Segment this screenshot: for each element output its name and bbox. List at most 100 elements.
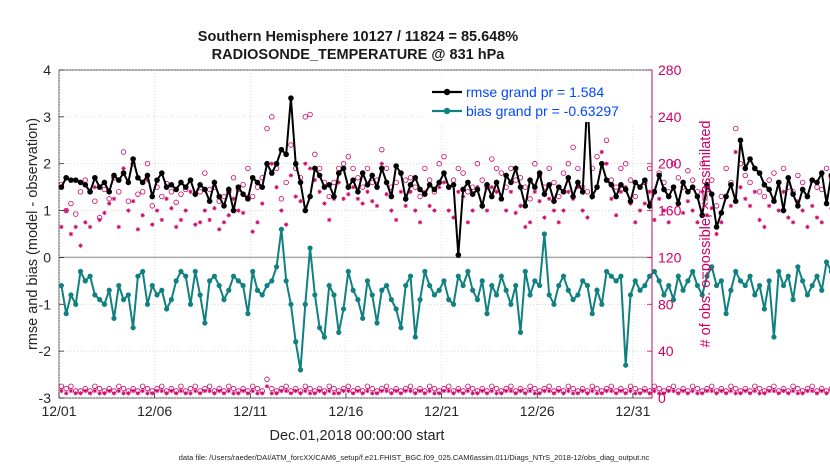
rmse-point	[493, 179, 500, 186]
obs-assimilated-bottom-point	[456, 388, 461, 394]
obs-assimilated-point	[59, 224, 64, 230]
obs-possible-point	[264, 125, 270, 132]
bias-point	[369, 292, 375, 298]
obs-assimilated-stroke	[786, 391, 791, 396]
obs-assimilated-point	[236, 208, 241, 213]
obs-assimilated-bottom-point	[245, 391, 251, 396]
obs-assimilated-point	[83, 220, 88, 225]
obs-assimilated-stroke	[198, 391, 202, 396]
obs-assimilated-bottom-point	[107, 388, 112, 394]
obs-assimilated-stroke	[107, 389, 112, 393]
obs-assimilated-stroke	[619, 389, 623, 393]
obs-possible-point	[168, 189, 175, 195]
rmse-point	[369, 172, 376, 179]
obs-assimilated-bottom-point	[460, 391, 466, 396]
obs-assimilated-bottom-point	[537, 391, 542, 396]
obs-assimilated-stroke	[437, 185, 442, 189]
bias-point	[278, 226, 284, 232]
obs-assimilated-stroke	[78, 243, 83, 248]
bias-point	[345, 268, 351, 275]
obs-assimilated-point	[518, 203, 523, 209]
obs-assimilated-point	[365, 189, 370, 195]
rmse-point	[618, 182, 624, 188]
bias-point	[202, 320, 208, 326]
obs-assimilated-stroke	[652, 389, 657, 393]
obs-possible-point	[77, 189, 84, 195]
bias-point	[737, 278, 744, 284]
bias-point	[713, 282, 720, 289]
obs-assimilated-point	[613, 213, 619, 218]
rmse-series	[58, 95, 830, 258]
obs-possible-bottom-point	[589, 383, 595, 389]
obs-assimilated-stroke	[169, 389, 174, 393]
obs-assimilated-point	[465, 220, 471, 225]
obs-assimilated-bottom-point	[436, 391, 442, 396]
obs-assimilated-bottom-point	[121, 391, 126, 396]
obs-assimilated-stroke	[327, 389, 332, 393]
bias-point	[757, 282, 763, 289]
obs-assimilated-point	[757, 217, 762, 223]
obs-assimilated-stroke	[365, 389, 370, 393]
bias-point	[125, 292, 131, 298]
rmse-point	[555, 184, 562, 190]
obs-assimilated-bottom-point	[575, 391, 581, 396]
obs-assimilated-stroke	[643, 389, 647, 393]
bias-point	[575, 292, 581, 298]
obs-possible-bottom-point	[254, 385, 261, 392]
bias-point	[288, 301, 294, 307]
obs-assimilated-stroke	[408, 190, 413, 194]
obs-assimilated-stroke	[623, 391, 628, 396]
obs-assimilated-point	[279, 208, 284, 213]
bias-point	[580, 278, 586, 284]
obs-assimilated-stroke	[351, 391, 355, 396]
obs-assimilated-point	[188, 189, 193, 195]
obs-assimilated-point	[207, 217, 212, 223]
obs-possible-point	[345, 153, 352, 160]
obs-possible-bottom-point	[283, 383, 289, 389]
obs-possible-point	[627, 177, 634, 183]
obs-assimilated-bottom-point	[805, 388, 810, 394]
rmse-point	[120, 170, 127, 176]
obs-assimilated-stroke	[308, 391, 312, 396]
obs-assimilated-stroke	[791, 220, 795, 225]
obs-assimilated-stroke	[317, 389, 322, 393]
obs-assimilated-stroke	[394, 218, 398, 222]
bias-point	[101, 301, 108, 307]
obs-possible-point	[527, 196, 533, 202]
obs-assimilated-stroke	[513, 391, 518, 396]
rmse-point	[670, 184, 677, 190]
obs-assimilated-point	[130, 199, 136, 204]
obs-assimilated-bottom-point	[221, 391, 227, 396]
legend-bias-marker	[443, 107, 451, 115]
bias-point	[814, 273, 820, 279]
obs-possible-bottom-point	[546, 383, 552, 389]
bias-point	[173, 278, 179, 284]
obs-assimilated-stroke	[757, 218, 762, 222]
obs-assimilated-stroke	[791, 389, 795, 393]
obs-assimilated-bottom-point	[116, 388, 121, 394]
obs-assimilated-bottom-point	[240, 388, 246, 394]
obs-assimilated-point	[159, 217, 165, 223]
rmse-point	[771, 198, 777, 204]
obs-assimilated-stroke	[193, 389, 198, 393]
obs-possible-point	[312, 151, 318, 158]
bias-point	[771, 334, 777, 340]
rmse-point	[379, 165, 385, 172]
rmse-point	[680, 179, 686, 186]
obs-assimilated-bottom-point	[599, 391, 604, 396]
obs-assimilated-stroke	[360, 201, 365, 206]
obs-possible-point	[106, 196, 112, 202]
obs-assimilated-stroke	[64, 208, 68, 213]
rmse-point	[58, 184, 65, 190]
obs-assimilated-point	[446, 208, 451, 213]
rmse-point	[780, 207, 787, 214]
obs-assimilated-point	[432, 208, 437, 213]
obs-assimilated-bottom-point	[135, 391, 141, 396]
rmse-point	[340, 165, 347, 172]
y2-axis-label: # of obs: o=possible; ×=assimilated	[698, 121, 714, 348]
rmse-point	[723, 193, 729, 200]
rmse-point	[364, 182, 371, 188]
obs-assimilated-point	[456, 189, 461, 195]
obs-possible-point	[670, 161, 677, 167]
obs-assimilated-stroke	[437, 391, 442, 396]
